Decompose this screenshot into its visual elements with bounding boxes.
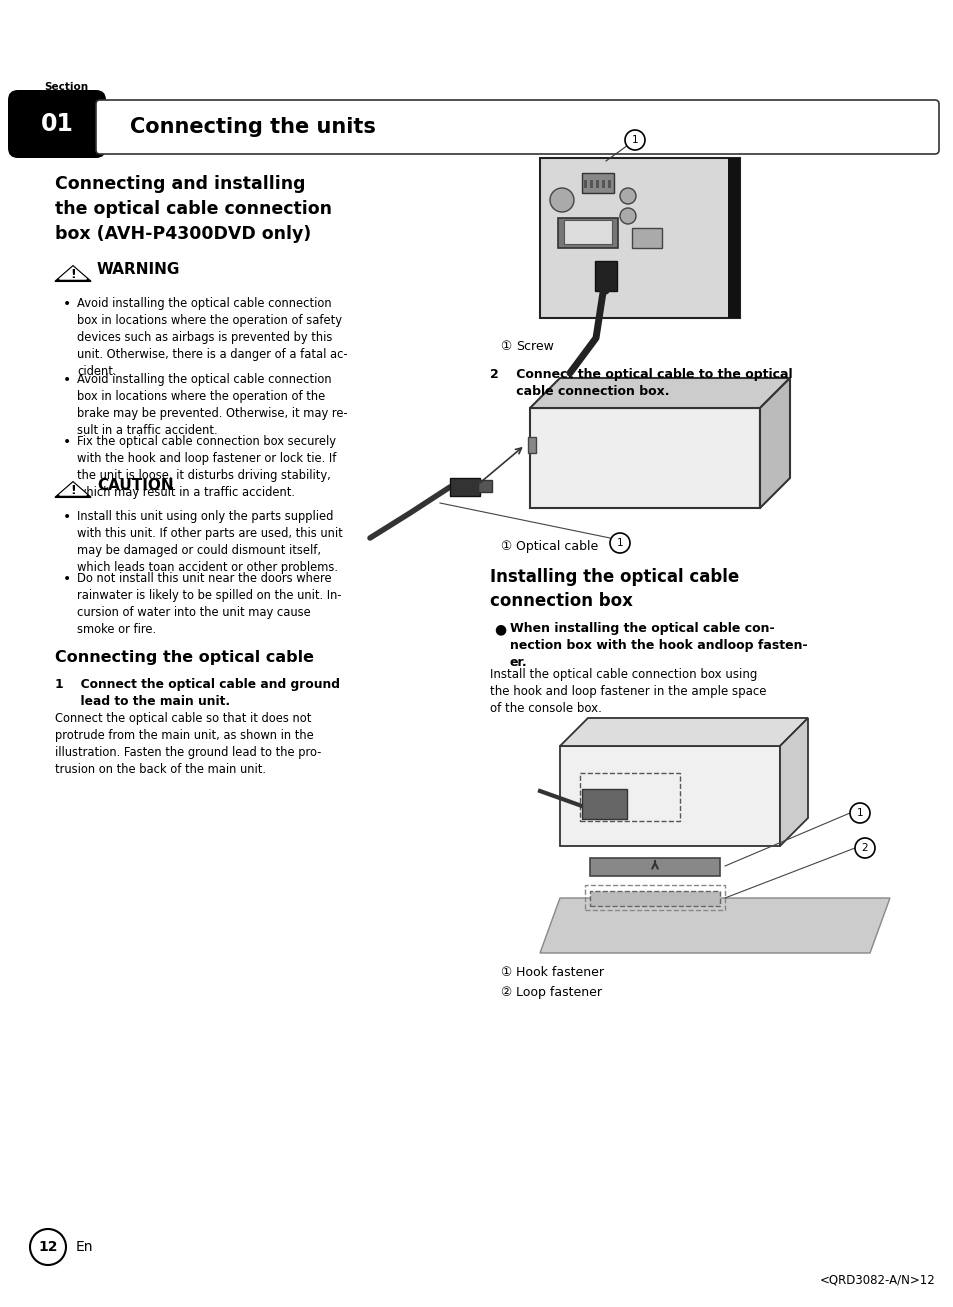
Bar [601,180,604,188]
Text: 12: 12 [38,1240,58,1253]
Text: 1: 1 [631,135,638,145]
Circle shape [609,533,629,553]
Text: En: En [76,1240,93,1253]
Text: Connecting and installing: Connecting and installing [55,175,305,193]
Text: WARNING: WARNING [97,261,180,277]
Text: •: • [63,297,71,311]
Text: ●: ● [494,622,506,637]
Polygon shape [59,484,87,495]
Circle shape [624,129,644,150]
Text: •: • [63,435,71,450]
Text: Installing the optical cable: Installing the optical cable [490,569,739,586]
Polygon shape [559,718,807,746]
Bar [607,180,610,188]
Polygon shape [59,268,87,278]
Circle shape [854,838,874,857]
Bar [589,891,720,906]
Text: Screw: Screw [516,340,554,353]
Text: ②: ② [499,985,511,999]
Bar [589,857,720,876]
Text: Fix the optical cable connection box securely
with the hook and loop fastener or: Fix the optical cable connection box sec… [77,435,336,499]
Text: Install the optical cable connection box using
the hook and loop fastener in the: Install the optical cable connection box… [490,668,765,715]
Text: ①: ① [499,540,511,553]
Bar [558,218,618,248]
Text: ①: ① [499,340,511,353]
Polygon shape [780,718,807,846]
Text: •: • [63,572,71,586]
Bar [595,261,617,291]
Text: ①: ① [499,966,511,979]
Circle shape [849,802,869,823]
Text: Do not install this unit near the doors where
rainwater is likely to be spilled : Do not install this unit near the doors … [77,572,341,637]
Text: Avoid installing the optical cable connection
box in locations where the operati: Avoid installing the optical cable conne… [77,372,347,437]
Text: 01: 01 [41,112,73,136]
Text: CAUTION: CAUTION [97,478,173,493]
Bar [596,180,598,188]
Bar [727,158,740,318]
Text: Connect the optical cable so that it does not
protrude from the main unit, as sh: Connect the optical cable so that it doe… [55,712,321,776]
Bar [631,227,661,248]
Text: Section: Section [44,82,88,91]
Bar [581,789,626,819]
Bar [477,480,492,491]
Text: box (AVH-P4300DVD only): box (AVH-P4300DVD only) [55,225,311,243]
Text: <QRD3082-A/N>12: <QRD3082-A/N>12 [820,1273,935,1286]
Polygon shape [55,482,91,498]
Bar [584,885,724,910]
Circle shape [30,1229,66,1265]
FancyBboxPatch shape [96,101,938,154]
Polygon shape [539,898,889,953]
Text: connection box: connection box [490,592,632,610]
Text: Avoid installing the optical cable connection
box in locations where the operati: Avoid installing the optical cable conne… [77,297,347,378]
Bar [450,478,479,495]
FancyBboxPatch shape [8,90,106,158]
Bar [581,173,614,193]
Bar [583,180,586,188]
Text: 1    Connect the optical cable and ground
      lead to the main unit.: 1 Connect the optical cable and ground l… [55,678,339,708]
Text: Hook fastener: Hook fastener [516,966,603,979]
Text: 1: 1 [856,808,862,818]
Circle shape [619,188,636,204]
Text: •: • [63,372,71,387]
Circle shape [550,188,574,212]
Text: Install this unit using only the parts supplied
with this unit. If other parts a: Install this unit using only the parts s… [77,510,342,574]
Text: 2: 2 [861,843,867,853]
Text: Connecting the units: Connecting the units [130,118,375,137]
Polygon shape [55,265,91,281]
Text: 2    Connect the optical cable to the optical
      cable connection box.: 2 Connect the optical cable to the optic… [490,369,792,399]
Text: 1: 1 [616,538,622,548]
Bar [527,437,536,454]
Text: When installing the optical cable con-
nection box with the hook andloop fasten-: When installing the optical cable con- n… [510,622,807,669]
Text: •: • [63,510,71,524]
Bar [530,408,760,508]
Text: the optical cable connection: the optical cable connection [55,200,332,218]
Text: Connecting the optical cable: Connecting the optical cable [55,650,314,665]
Circle shape [619,208,636,223]
Bar [559,746,780,846]
Bar [589,180,593,188]
Bar [539,158,740,318]
Text: !: ! [71,485,76,498]
Polygon shape [530,378,789,408]
Text: !: ! [71,268,76,281]
Text: Optical cable: Optical cable [516,540,598,553]
Text: Loop fastener: Loop fastener [516,985,601,999]
Bar [579,772,679,821]
Bar [563,220,612,244]
Polygon shape [760,378,789,508]
